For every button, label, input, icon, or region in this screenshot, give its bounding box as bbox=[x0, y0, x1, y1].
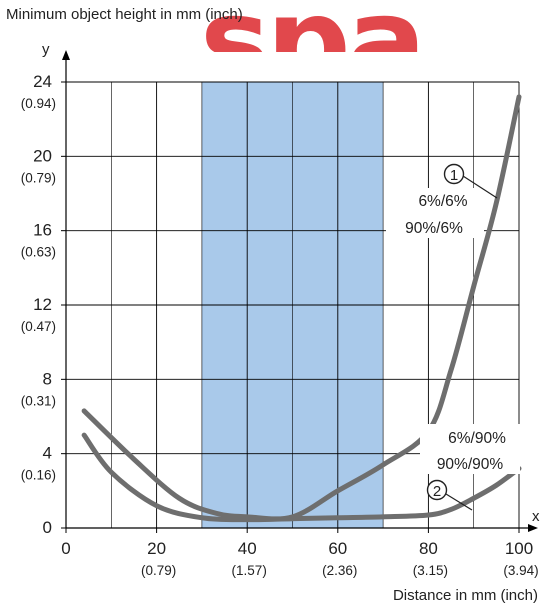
y-tick-label: 12 bbox=[33, 295, 52, 314]
annotation-1-leader bbox=[462, 175, 498, 199]
y-tick-sublabel: (0.94) bbox=[21, 96, 56, 111]
y-tick-label: 4 bbox=[43, 444, 52, 463]
y-tick-label: 20 bbox=[33, 146, 52, 165]
annotation-1-background bbox=[386, 188, 484, 238]
y-tick-label: 24 bbox=[33, 72, 52, 91]
x-tick-sublabel: (2.36) bbox=[322, 563, 357, 578]
y-axis-letter: y bbox=[42, 41, 50, 58]
x-tick-label: 20 bbox=[147, 539, 166, 558]
y-tick-sublabel: (0.79) bbox=[21, 170, 56, 185]
x-axis-title: Distance in mm (inch) bbox=[393, 587, 538, 604]
annotation-1-text-line-2: 90%/6% bbox=[405, 220, 463, 237]
x-tick-sublabel: (1.57) bbox=[232, 563, 267, 578]
x-axis-arrow bbox=[528, 524, 538, 532]
y-tick-label: 16 bbox=[33, 221, 52, 240]
annotation-1-text-line-1: 6%/6% bbox=[418, 193, 467, 210]
x-tick-label: 60 bbox=[328, 539, 347, 558]
annotation-2-text-line-2: 90%/90% bbox=[437, 456, 504, 473]
annotation-2-background bbox=[420, 424, 520, 474]
annotation-2-text-line-1: 6%/90% bbox=[448, 430, 506, 447]
y-tick-sublabel: (0.16) bbox=[21, 468, 56, 483]
x-tick-sublabel: (0.79) bbox=[141, 563, 176, 578]
annotation-2-leader bbox=[445, 493, 473, 511]
x-tick-label: 40 bbox=[238, 539, 257, 558]
annotation-1-marker-label: 1 bbox=[450, 167, 458, 184]
x-tick-label: 100 bbox=[505, 539, 533, 558]
series-2-line bbox=[81, 432, 522, 523]
x-tick-sublabel: (3.94) bbox=[503, 563, 538, 578]
annotation-2-marker-circle bbox=[426, 479, 448, 501]
x-tick-sublabel: (3.15) bbox=[413, 563, 448, 578]
series-1-line bbox=[81, 94, 522, 522]
chart-title: Minimum object height in mm (inch) bbox=[6, 6, 243, 23]
y-tick-sublabel: (0.31) bbox=[21, 393, 56, 408]
x-axis-letter: x bbox=[532, 508, 540, 525]
y-tick-sublabel: (0.47) bbox=[21, 319, 56, 334]
x-tick-label: 0 bbox=[61, 539, 70, 558]
y-tick-label: 0 bbox=[43, 518, 52, 537]
y-tick-label: 8 bbox=[43, 369, 52, 388]
annotation-2-marker-label: 2 bbox=[433, 483, 441, 500]
y-axis-arrow bbox=[62, 50, 70, 60]
x-tick-label: 80 bbox=[419, 539, 438, 558]
y-tick-sublabel: (0.63) bbox=[21, 245, 56, 260]
annotation-1-marker-circle bbox=[443, 163, 465, 185]
